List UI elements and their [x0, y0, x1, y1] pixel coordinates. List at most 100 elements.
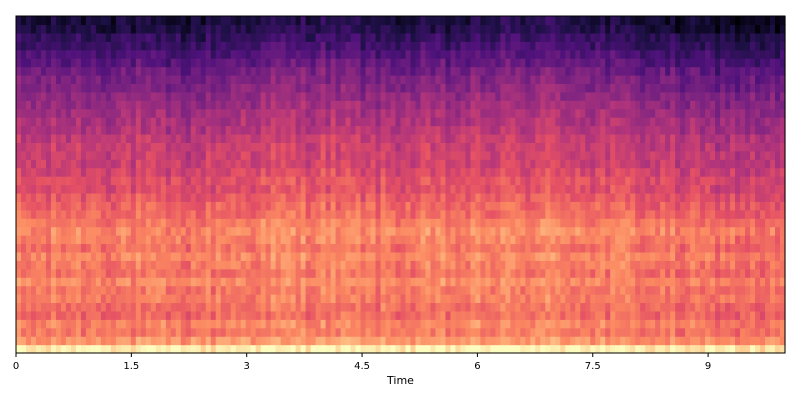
- spectrogram-cell: [65, 268, 72, 278]
- spectrogram-cell: [390, 260, 397, 270]
- spectrogram-cell: [110, 310, 117, 320]
- spectrogram-cell: [105, 277, 112, 287]
- spectrogram-cell: [45, 336, 52, 346]
- spectrogram-cell: [165, 167, 172, 177]
- spectrogram-cell: [535, 108, 541, 118]
- spectrogram-cell: [300, 167, 307, 177]
- spectrogram-cell: [380, 209, 387, 219]
- spectrogram-cell: [445, 209, 452, 219]
- spectrogram-cell: [490, 74, 496, 84]
- spectrogram-cell: [290, 209, 297, 219]
- spectrogram-cell: [330, 226, 337, 236]
- spectrogram-cell: [535, 235, 541, 245]
- spectrogram-cell: [290, 58, 297, 68]
- spectrogram-cell: [160, 319, 167, 329]
- spectrogram-cell: [150, 142, 157, 152]
- spectrogram-cell: [90, 277, 97, 287]
- spectrogram-cell: [100, 167, 107, 177]
- spectrogram-cell: [55, 209, 62, 219]
- spectrogram-cell: [445, 302, 452, 312]
- spectrogram-cell: [495, 100, 501, 110]
- spectrogram-cell: [480, 74, 486, 84]
- spectrogram-cell: [95, 74, 102, 84]
- spectrogram-cell: [50, 192, 57, 202]
- spectrogram-cell: [375, 16, 382, 26]
- spectrogram-cell: [470, 184, 476, 194]
- spectrogram-cell: [290, 24, 297, 34]
- spectrogram-cell: [520, 260, 526, 270]
- spectrogram-cell: [190, 125, 197, 135]
- spectrogram-cell: [575, 243, 581, 253]
- spectrogram-cell: [65, 74, 72, 84]
- spectrogram-cell: [60, 243, 67, 253]
- spectrogram-cell: [540, 184, 546, 194]
- spectrogram-cell: [560, 83, 566, 93]
- spectrogram-cell: [160, 268, 167, 278]
- spectrogram-cell: [455, 192, 462, 202]
- spectrogram-cell: [465, 16, 472, 26]
- spectrogram-cell: [335, 41, 342, 51]
- spectrogram-cell: [570, 32, 576, 42]
- spectrogram-cell: [35, 268, 42, 278]
- spectrogram-cell: [135, 310, 142, 320]
- spectrogram-cell: [215, 58, 222, 68]
- spectrogram-cell: [320, 125, 327, 135]
- spectrogram-cell: [610, 133, 616, 143]
- spectrogram-cell: [560, 268, 566, 278]
- spectrogram-cell: [330, 277, 337, 287]
- spectrogram-cell: [235, 176, 242, 186]
- spectrogram-cell: [540, 16, 546, 26]
- spectrogram-cell: [45, 83, 52, 93]
- spectrogram-cell: [200, 150, 207, 160]
- spectrogram-cell: [75, 32, 82, 42]
- spectrogram-cell: [595, 209, 601, 219]
- spectrogram-cell: [50, 268, 57, 278]
- spectrogram-cell: [455, 201, 462, 211]
- spectrogram-cell: [585, 176, 591, 186]
- spectrogram-cell: [470, 66, 476, 76]
- spectrogram-cell: [575, 336, 581, 346]
- spectrogram-cell: [170, 159, 177, 169]
- spectrogram-cell: [530, 218, 536, 228]
- spectrogram-cell: [245, 277, 252, 287]
- spectrogram-cell: [500, 277, 506, 287]
- spectrogram-cell: [295, 74, 302, 84]
- spectrogram-cell: [135, 133, 142, 143]
- spectrogram-cell: [255, 285, 262, 295]
- spectrogram-cell: [545, 133, 551, 143]
- spectrogram-cell: [85, 260, 92, 270]
- spectrogram-cell: [565, 260, 571, 270]
- spectrogram-cell: [160, 176, 167, 186]
- spectrogram-cell: [450, 66, 457, 76]
- spectrogram-cell: [25, 294, 32, 304]
- spectrogram-cell: [350, 319, 357, 329]
- spectrogram-cell: [565, 251, 571, 261]
- spectrogram-cell: [540, 294, 546, 304]
- spectrogram-cell: [510, 184, 516, 194]
- spectrogram-cell: [540, 133, 546, 143]
- spectrogram-cell: [450, 226, 457, 236]
- spectrogram-cell: [375, 41, 382, 51]
- spectrogram-cell: [310, 277, 317, 287]
- spectrogram-cell: [450, 209, 457, 219]
- spectrogram-cell: [40, 192, 47, 202]
- spectrogram-cell: [580, 74, 586, 84]
- spectrogram-cell: [50, 159, 57, 169]
- spectrogram-cell: [225, 24, 232, 34]
- spectrogram-cell: [105, 150, 112, 160]
- spectrogram-cell: [460, 336, 467, 346]
- spectrogram-cell: [145, 184, 152, 194]
- spectrogram-cell: [215, 344, 222, 354]
- spectrogram-cell: [620, 235, 626, 245]
- spectrogram-cell: [265, 192, 272, 202]
- spectrogram-cell: [520, 83, 526, 93]
- spectrogram-cell: [205, 268, 212, 278]
- spectrogram-cell: [35, 66, 42, 76]
- spectrogram-cell: [415, 302, 422, 312]
- spectrogram-cell: [35, 125, 42, 135]
- spectrogram-cell: [525, 74, 531, 84]
- spectrogram-cell: [180, 74, 187, 84]
- spectrogram-cell: [345, 142, 352, 152]
- spectrogram-cell: [275, 41, 282, 51]
- spectrogram-cell: [580, 58, 586, 68]
